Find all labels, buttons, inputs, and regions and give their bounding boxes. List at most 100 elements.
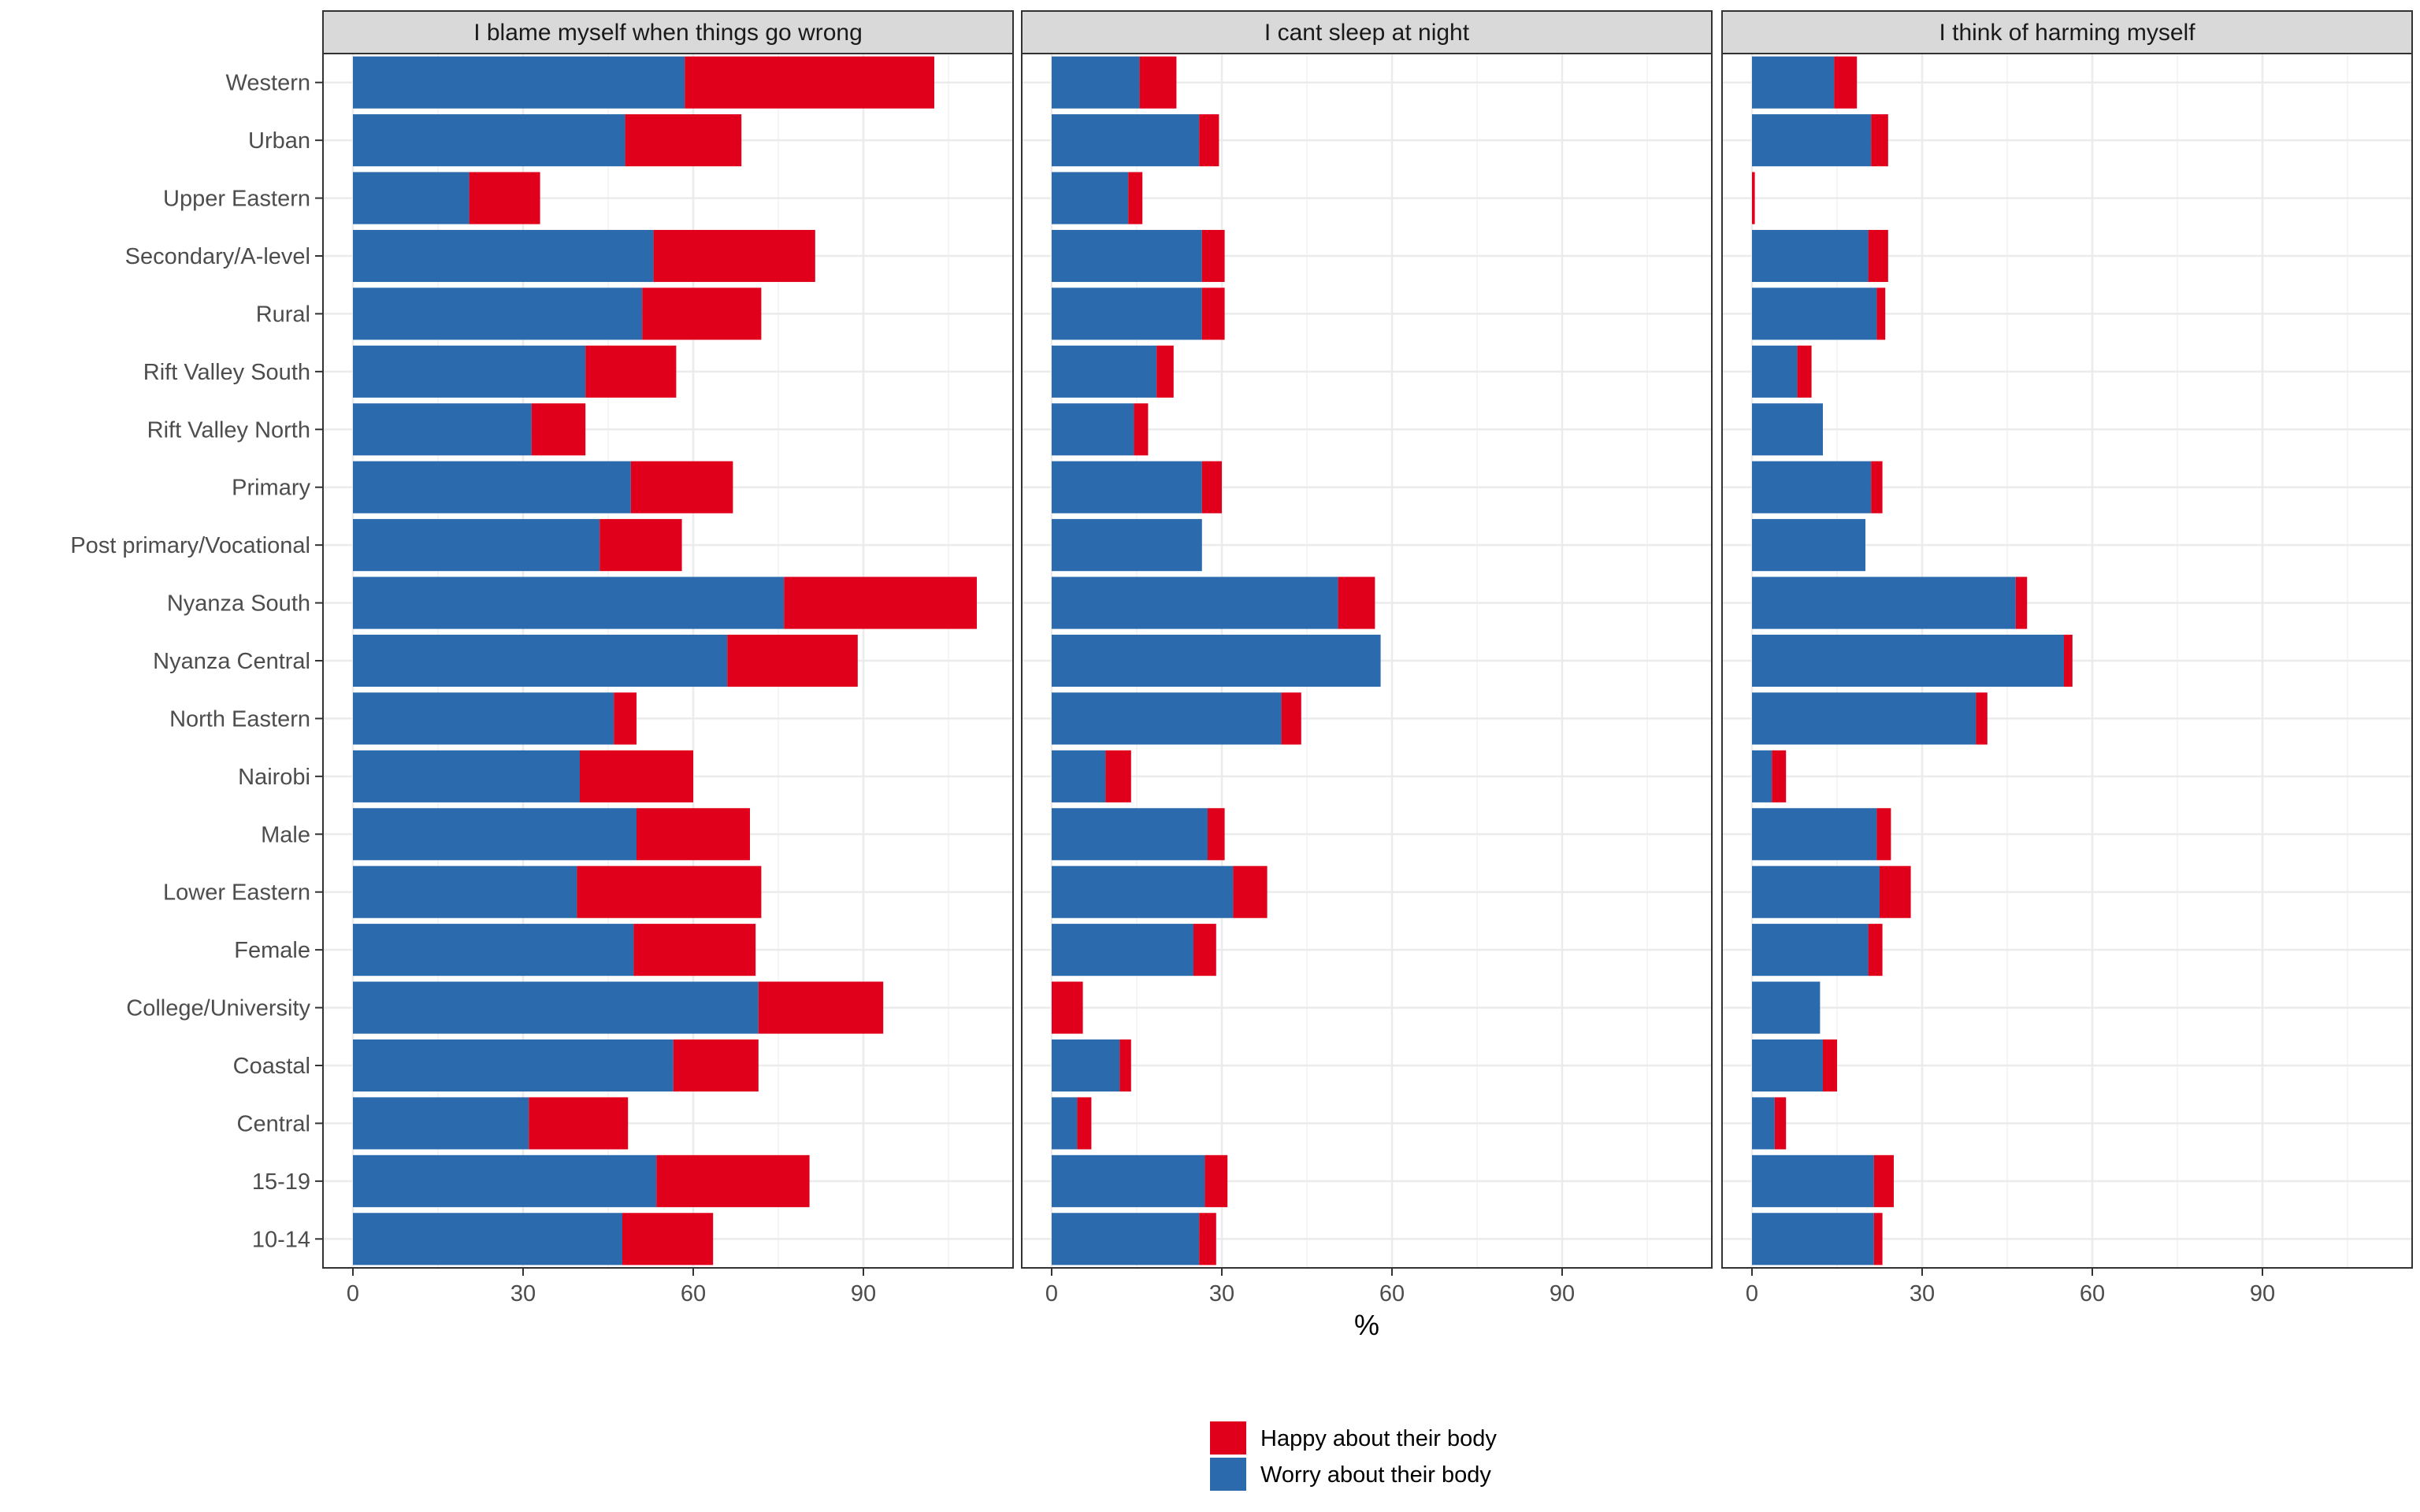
bar-segment: [1752, 981, 1821, 1034]
bar-segment: [353, 172, 470, 224]
category-label: Rift Valley North: [147, 417, 310, 443]
bar-segment: [577, 865, 762, 918]
category-label: Male: [261, 822, 310, 847]
bar-segment: [353, 634, 728, 687]
bar-segment: [531, 403, 586, 456]
panel-3: I think of harming myself 0 30 60 90: [1721, 10, 2413, 1306]
bar-segment: [685, 56, 934, 109]
x-tick-label: 60: [1379, 1281, 1405, 1306]
bar-segment: [1156, 345, 1174, 398]
bar-segment: [1823, 1039, 1837, 1092]
bar-segment: [758, 981, 884, 1034]
bar-segment: [580, 750, 693, 802]
bar-segment: [1752, 114, 1872, 167]
bar-segment: [353, 229, 654, 283]
bar-segment: [1752, 519, 1865, 572]
bar-segment: [1752, 345, 1798, 398]
category-label: Rift Valley South: [143, 360, 310, 385]
bar-segment: [353, 808, 637, 861]
bar-segment: [353, 461, 631, 513]
category-label: Western: [226, 71, 310, 96]
x-tick-label: 60: [2080, 1281, 2105, 1306]
bar-segment: [2064, 634, 2073, 687]
category-label: Coastal: [233, 1054, 310, 1079]
bar-segment: [1052, 287, 1202, 340]
bar-segment: [1052, 576, 1338, 629]
bar-segment: [2015, 576, 2028, 629]
bar-segment: [1052, 1154, 1205, 1207]
legend-label: Worry about their body: [1260, 1462, 1491, 1488]
bar-segment: [1752, 172, 1755, 224]
x-axis-title: %: [1354, 1309, 1379, 1341]
bar-segment: [353, 692, 614, 745]
bar-segment: [1752, 1097, 1775, 1150]
bar-segment: [353, 114, 625, 167]
bar-segment: [1752, 229, 1869, 283]
bar-segment: [1233, 865, 1268, 918]
x-tick-label: 30: [510, 1281, 536, 1306]
bar-segment: [1105, 750, 1131, 802]
bar-segment: [585, 345, 677, 398]
facet-title: I blame myself when things go wrong: [473, 20, 863, 46]
bar-segment: [642, 287, 762, 340]
bar-segment: [1128, 172, 1143, 224]
category-label: College/University: [126, 996, 310, 1021]
bar-segment: [353, 56, 685, 109]
bar-segment: [1052, 634, 1381, 687]
bar-segment: [529, 1097, 629, 1150]
bar-segment: [1052, 692, 1282, 745]
bar-segment: [1193, 924, 1216, 976]
bar-segment: [353, 403, 532, 456]
bar-segment: [353, 1154, 657, 1207]
facet-title: I cant sleep at night: [1264, 20, 1470, 46]
bar-segment: [1774, 1097, 1787, 1150]
x-tick-label: 0: [347, 1281, 359, 1306]
bar-segment: [633, 924, 756, 976]
bar-segment: [1752, 1213, 1874, 1266]
bar-segment: [1199, 1213, 1216, 1266]
bar-segment: [1134, 403, 1149, 456]
category-label: 15-19: [252, 1169, 310, 1195]
category-label: Secondary/A-level: [125, 244, 310, 269]
legend-swatch: [1210, 1458, 1246, 1491]
x-tick-label: 90: [2250, 1281, 2275, 1306]
bar-segment: [1752, 287, 1877, 340]
bar-segment: [637, 808, 750, 861]
bar-segment: [1752, 808, 1877, 861]
bar-segment: [1876, 287, 1886, 340]
bar-segment: [1052, 808, 1208, 861]
bar-segment: [1338, 576, 1375, 629]
bar-segment: [1873, 1154, 1894, 1207]
category-label: 10-14: [252, 1227, 310, 1252]
facet-strip: [1721, 10, 2413, 54]
bar-segment: [1052, 172, 1129, 224]
bar-segment: [622, 1213, 714, 1266]
bar-segment: [1752, 1039, 1823, 1092]
bar-segment: [656, 1154, 810, 1207]
bar-segment: [599, 519, 682, 572]
bar-segment: [1752, 461, 1872, 513]
bar-segment: [353, 345, 586, 398]
bar-segment: [1204, 1154, 1228, 1207]
panel-1: I blame myself when things go wrong 0 30 60…: [322, 10, 1014, 1306]
bar-segment: [1797, 345, 1812, 398]
bar-segment: [1208, 808, 1225, 861]
bar-segment: [1752, 1154, 1874, 1207]
bar-segment: [727, 634, 858, 687]
bar-segment: [1052, 750, 1106, 802]
bar-segment: [653, 229, 815, 283]
bar-segment: [1077, 1097, 1092, 1150]
bar-segment: [1052, 519, 1202, 572]
bar-segment: [353, 1039, 674, 1092]
category-label: Urban: [248, 128, 310, 154]
bar-segment: [353, 750, 580, 802]
bar-segment: [1871, 461, 1883, 513]
x-tick-label: 60: [681, 1281, 706, 1306]
facet-strip: [1021, 10, 1713, 54]
legend-label: Happy about their body: [1260, 1426, 1497, 1451]
bar-segment: [1752, 865, 1880, 918]
bar-segment: [1976, 692, 1988, 745]
category-label: Nyanza Central: [153, 649, 310, 674]
bar-segment: [1752, 692, 1976, 745]
bar-segment: [353, 287, 643, 340]
